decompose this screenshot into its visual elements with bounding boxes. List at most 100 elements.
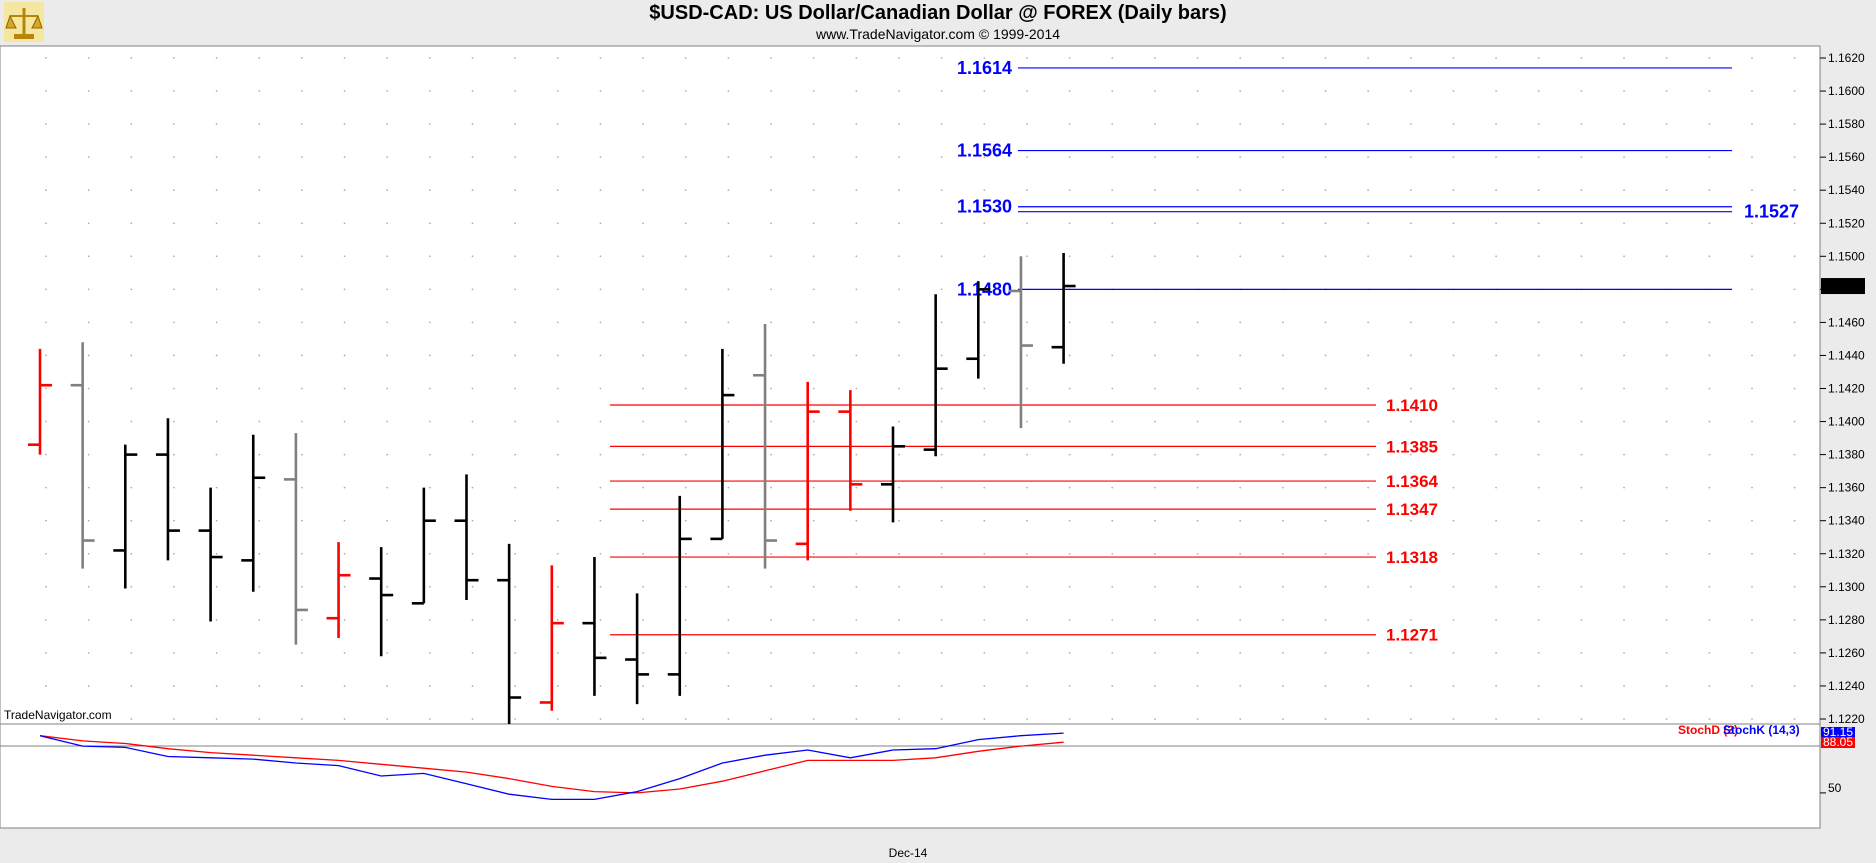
grid-dot [1068, 387, 1071, 390]
grid-dot [1196, 156, 1199, 159]
grid-dot [855, 123, 858, 125]
grid-dot [770, 354, 772, 357]
grid-dot [1580, 189, 1583, 192]
grid-dot [215, 90, 218, 92]
grid-dot [1196, 354, 1199, 357]
grid-dot [1452, 123, 1455, 125]
grid-dot [1196, 255, 1199, 258]
chart-subtitle: www.TradeNavigator.com © 1999-2014 [815, 26, 1061, 42]
grid-dot [45, 123, 47, 125]
grid-dot [770, 585, 772, 588]
grid-dot [514, 685, 517, 687]
grid-dot [1111, 585, 1114, 588]
grid-dot [940, 552, 943, 555]
grid-dot [1751, 90, 1753, 92]
grid-dot [1580, 718, 1583, 720]
grid-dot [642, 156, 644, 159]
grid-dot [87, 718, 90, 720]
grid-dot [1111, 57, 1114, 59]
y-tick-label: 1.1280 [1828, 613, 1865, 627]
grid-dot [1367, 486, 1370, 489]
grid-dot [343, 685, 346, 687]
y-tick-label: 1.1620 [1828, 51, 1865, 65]
grid-dot [1196, 519, 1199, 522]
grid-dot [727, 387, 730, 390]
grid-dot [343, 718, 346, 720]
grid-dot [386, 585, 389, 588]
grid-dot [215, 222, 218, 225]
grid-dot [1495, 321, 1497, 324]
grid-dot [1409, 321, 1412, 324]
support-label: 1.1410 [1386, 396, 1438, 415]
y-tick-label: 1.1600 [1828, 84, 1865, 98]
grid-dot [1026, 552, 1028, 555]
grid-dot [1708, 486, 1711, 489]
grid-dot [258, 321, 261, 324]
grid-dot [1367, 321, 1370, 324]
grid-dot [1495, 652, 1497, 654]
grid-dot [727, 354, 730, 357]
grid-dot [898, 652, 900, 654]
grid-dot [556, 321, 559, 324]
grid-dot [45, 718, 47, 720]
grid-dot [1793, 585, 1796, 588]
grid-dot [130, 552, 133, 555]
grid-dot [258, 618, 261, 621]
grid-dot [1665, 90, 1668, 92]
grid-dot [471, 685, 474, 687]
grid-dot [343, 222, 346, 225]
grid-dot [1239, 156, 1242, 159]
x-tick-label: Dec-14 [889, 846, 928, 860]
y-tick-label: 1.1540 [1828, 183, 1865, 197]
grid-dot [173, 354, 175, 357]
grid-dot [1111, 420, 1114, 423]
grid-dot [642, 255, 644, 258]
trade-navigator-logo-icon [4, 2, 44, 42]
grid-dot [1111, 685, 1114, 687]
grid-dot [684, 57, 687, 59]
grid-dot [727, 189, 730, 192]
grid-dot [940, 255, 943, 258]
grid-dot [45, 354, 47, 357]
grid-dot [130, 255, 133, 258]
grid-dot [1324, 618, 1327, 621]
grid-dot [770, 453, 772, 456]
grid-dot [1580, 519, 1583, 522]
stochastic-value-label: 91.15 [1823, 725, 1853, 739]
grid-dot [1281, 387, 1284, 390]
grid-dot [173, 685, 175, 687]
grid-dot [258, 585, 261, 588]
grid-dot [642, 420, 644, 423]
grid-dot [1196, 420, 1199, 423]
grid-dot [1367, 222, 1370, 225]
grid-dot [215, 486, 218, 489]
grid-dot [1239, 222, 1242, 225]
y-tick-label: 1.1520 [1828, 216, 1865, 230]
grid-dot [770, 189, 772, 192]
support-label: 1.1364 [1386, 472, 1439, 491]
grid-dot [1409, 189, 1412, 192]
grid-dot [1537, 453, 1540, 456]
grid-dot [770, 123, 772, 125]
grid-dot [855, 519, 858, 522]
grid-dot [898, 519, 900, 522]
grid-dot [940, 387, 943, 390]
grid-dot [1026, 387, 1028, 390]
grid-dot [642, 519, 644, 522]
grid-dot [258, 255, 261, 258]
price-bar [454, 474, 479, 601]
grid-dot [45, 453, 47, 456]
grid-dot [45, 652, 47, 654]
grid-dot [1580, 685, 1583, 687]
grid-dot [1751, 189, 1753, 192]
grid-dot [1324, 453, 1327, 456]
grid-dot [556, 387, 559, 390]
grid-dot [87, 156, 90, 159]
grid-dot [1154, 90, 1156, 92]
y-tick-label: 1.1380 [1828, 448, 1865, 462]
grid-dot [428, 354, 431, 357]
grid-dot [1708, 585, 1711, 588]
grid-dot [258, 288, 261, 291]
grid-dot [258, 519, 261, 522]
grid-dot [1026, 453, 1028, 456]
